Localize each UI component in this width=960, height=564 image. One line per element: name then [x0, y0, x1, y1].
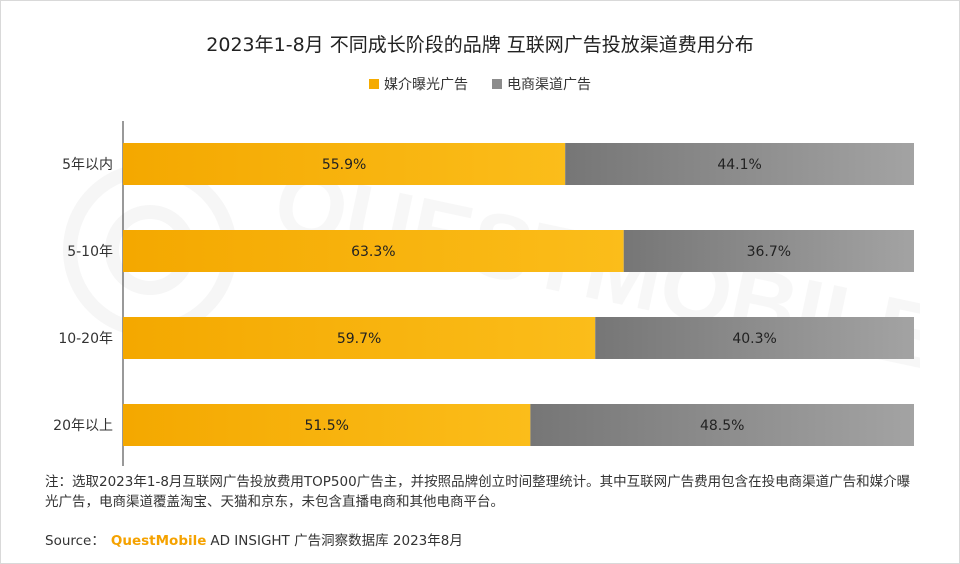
data-label: 63.3% — [351, 244, 395, 260]
legend-swatch-media — [369, 79, 379, 89]
category-label: 20年以上 — [53, 418, 113, 434]
source-rest: AD INSIGHT 广告洞察数据库 2023年8月 — [210, 533, 463, 549]
data-label: 51.5% — [304, 418, 348, 434]
source-brand: QuestMobile — [110, 533, 207, 549]
chart-title: 2023年1-8月 不同成长阶段的品牌 互联网广告投放渠道费用分布 — [206, 34, 754, 56]
bar-ecommerce — [530, 404, 914, 446]
data-label: 48.5% — [700, 418, 744, 434]
data-label: 40.3% — [732, 331, 776, 347]
footnote: 注：选取2023年1-8月互联网广告投放费用TOP500广告主，并按照品牌创立时… — [45, 474, 911, 510]
legend-swatch-ecommerce — [492, 79, 502, 89]
legend-label-media: 媒介曝光广告 — [384, 77, 468, 93]
bar-ecommerce — [623, 230, 914, 272]
chart-legend: 媒介曝光广告 电商渠道广告 — [0, 74, 960, 94]
data-label: 59.7% — [337, 331, 381, 347]
source-label: Source： — [45, 533, 105, 549]
bar-media — [123, 317, 596, 359]
data-label: 36.7% — [747, 244, 791, 260]
bar-media — [123, 230, 624, 272]
bar-ecommerce — [565, 143, 914, 185]
source-line: Source： QuestMobile AD INSIGHT 广告洞察数据库 2… — [45, 529, 463, 549]
bar-media — [123, 143, 566, 185]
legend-label-ecommerce: 电商渠道广告 — [507, 77, 591, 93]
bar-chart: 5年以内 55.9% 44.1% 5-10年 63.3% 36.7% 10-20年 59.7%… — [53, 121, 914, 466]
category-label: 10-20年 — [58, 331, 113, 347]
category-label: 5-10年 — [67, 244, 113, 260]
legend-item-ecommerce: 电商渠道广告 — [492, 74, 591, 94]
data-label: 55.9% — [322, 157, 366, 173]
bar-media — [123, 404, 531, 446]
bar-ecommerce — [595, 317, 914, 359]
legend-item-media: 媒介曝光广告 — [369, 74, 468, 94]
category-label: 5年以内 — [62, 157, 113, 173]
data-label: 44.1% — [717, 157, 761, 173]
